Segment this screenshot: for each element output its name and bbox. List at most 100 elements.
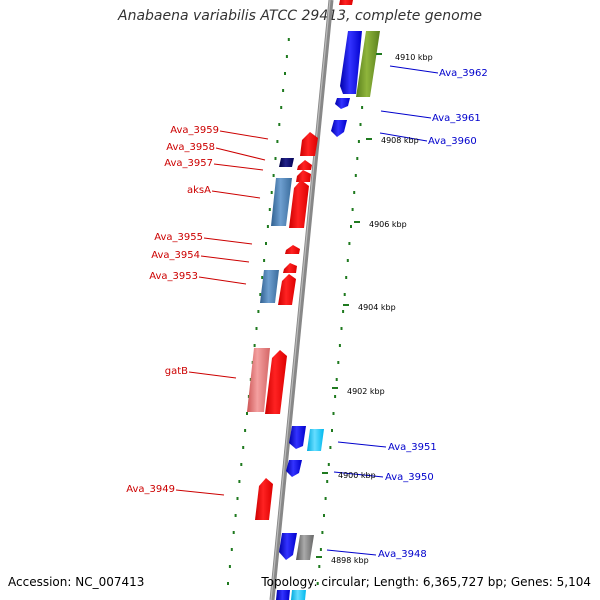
tick-mark <box>244 429 247 432</box>
tick-mark <box>234 514 237 517</box>
kbp-label-4898: 4898 kbp <box>331 556 369 565</box>
tick-mark <box>227 582 229 585</box>
tick-mark <box>335 378 338 381</box>
tick-mark <box>259 293 262 296</box>
label-ava-3959[interactable]: Ava_3959 <box>170 125 219 136</box>
gene-ava-3950-shape[interactable] <box>286 460 302 477</box>
label-ava-3950[interactable]: Ava_3950 <box>385 472 434 483</box>
tick-mark <box>276 140 279 143</box>
tick-mark <box>228 565 231 568</box>
gene-pink-block[interactable] <box>247 348 270 412</box>
tick-mark <box>287 38 290 41</box>
tick-mark <box>361 106 364 109</box>
tick-mark <box>342 310 345 313</box>
tick-mark <box>332 412 335 415</box>
genome-backbone-highlight <box>270 0 331 600</box>
kbp-label-4908: 4908 kbp <box>381 136 419 145</box>
tick-mark <box>338 344 341 347</box>
tick-mark <box>350 225 352 228</box>
tick-mark <box>329 446 332 449</box>
map-title: Anabaena variabilis ATCC 29413, complete… <box>118 8 482 24</box>
tick-mark <box>278 123 281 126</box>
label-ava-3949[interactable]: Ava_3949 <box>126 484 175 495</box>
gene-gray-block[interactable] <box>296 535 314 560</box>
tick-mark <box>282 89 285 92</box>
tick-mark <box>354 174 357 177</box>
label-ava-3961[interactable]: Ava_3961 <box>432 113 481 124</box>
gene-top-red[interactable] <box>339 0 353 5</box>
genome-backbone <box>269 0 334 600</box>
tick-mark <box>318 565 321 568</box>
tick-mark <box>343 293 346 296</box>
gene-cyan-block[interactable] <box>307 429 324 451</box>
tick-mark <box>266 225 269 228</box>
gene-gatb-shape[interactable] <box>265 350 287 414</box>
tick-mark <box>284 72 286 75</box>
tick-mark <box>238 480 241 483</box>
tick-mark <box>334 395 337 398</box>
label-ava-3958[interactable]: Ava_3958 <box>166 142 215 153</box>
label-gatb[interactable]: gatB <box>165 366 188 377</box>
gene-steel-a[interactable] <box>271 178 292 226</box>
gene-bottom-blue[interactable] <box>276 590 290 600</box>
label-ava-3955[interactable]: Ava_3955 <box>154 232 203 243</box>
gene-ava-3959-shape[interactable] <box>300 132 318 156</box>
tick-mark <box>331 429 333 432</box>
gene-labels: Ava_3962 Ava_3961 Ava_3960 Ava_3959 Ava_… <box>126 65 488 560</box>
label-aksa[interactable]: aksA <box>187 185 211 196</box>
tick-marks <box>227 38 370 585</box>
label-ava-3953[interactable]: Ava_3953 <box>149 271 198 282</box>
gene-ava-3953-shape[interactable] <box>278 274 296 305</box>
gene-ava-3962[interactable] <box>340 31 362 94</box>
gene-steel-b[interactable] <box>260 270 279 303</box>
tick-mark <box>324 497 327 500</box>
gene-ava-3957b-shape[interactable] <box>296 170 311 182</box>
kbp-scale: 4910 kbp 4908 kbp 4906 kbp 4904 kbp 4902… <box>316 53 433 565</box>
kbp-label-4902: 4902 kbp <box>347 387 385 396</box>
tick-mark <box>253 344 256 347</box>
tick-mark <box>346 259 349 262</box>
tick-mark <box>268 208 271 211</box>
tick-mark <box>316 582 319 585</box>
tick-mark <box>255 327 258 330</box>
gene-ava-3957-shape[interactable] <box>297 160 312 170</box>
kbp-label-4900: 4900 kbp <box>338 471 376 480</box>
label-ava-3951[interactable]: Ava_3951 <box>388 442 437 453</box>
gene-ava-3949-shape[interactable] <box>255 478 273 520</box>
gene-bottom-cyan[interactable] <box>291 590 306 600</box>
tick-mark <box>321 531 324 534</box>
tick-mark <box>348 242 351 245</box>
label-ava-3948[interactable]: Ava_3948 <box>378 549 427 560</box>
gene-ava-3962-shape[interactable] <box>340 31 362 94</box>
tick-mark <box>351 208 354 211</box>
tick-mark <box>337 361 340 364</box>
label-ava-3954[interactable]: Ava_3954 <box>151 250 200 261</box>
gene-ava-3948-shape[interactable] <box>279 533 297 560</box>
gene-ava-3955-shape[interactable] <box>285 245 300 254</box>
tick-mark <box>345 276 348 279</box>
tick-mark <box>265 242 267 245</box>
label-ava-3957[interactable]: Ava_3957 <box>164 158 213 169</box>
gene-ava-3951-shape[interactable] <box>289 426 306 449</box>
tick-mark <box>232 531 235 534</box>
tick-mark <box>285 55 288 58</box>
label-ava-3960[interactable]: Ava_3960 <box>428 136 477 147</box>
gene-ava-3960-shape[interactable] <box>331 120 347 137</box>
gene-ava-3954-shape[interactable] <box>283 263 297 273</box>
tick-mark <box>356 157 359 160</box>
tick-mark <box>270 191 273 194</box>
gene-ava-3961-shape[interactable] <box>335 98 350 109</box>
tick-mark <box>257 310 260 313</box>
topology-text: Topology: circular; Length: 6,365,727 bp… <box>261 575 591 589</box>
gene-olive-block[interactable] <box>356 31 380 97</box>
tick-mark <box>323 514 325 517</box>
accession-text: Accession: NC_007413 <box>8 575 145 589</box>
kbp-label-4904: 4904 kbp <box>358 303 396 312</box>
tick-mark <box>359 123 362 126</box>
label-ava-3962[interactable]: Ava_3962 <box>439 68 488 79</box>
gene-ava-3958-shape[interactable] <box>279 158 294 167</box>
tick-mark <box>353 191 356 194</box>
tick-mark <box>240 463 243 466</box>
gene-aksa-shape[interactable] <box>289 180 309 228</box>
